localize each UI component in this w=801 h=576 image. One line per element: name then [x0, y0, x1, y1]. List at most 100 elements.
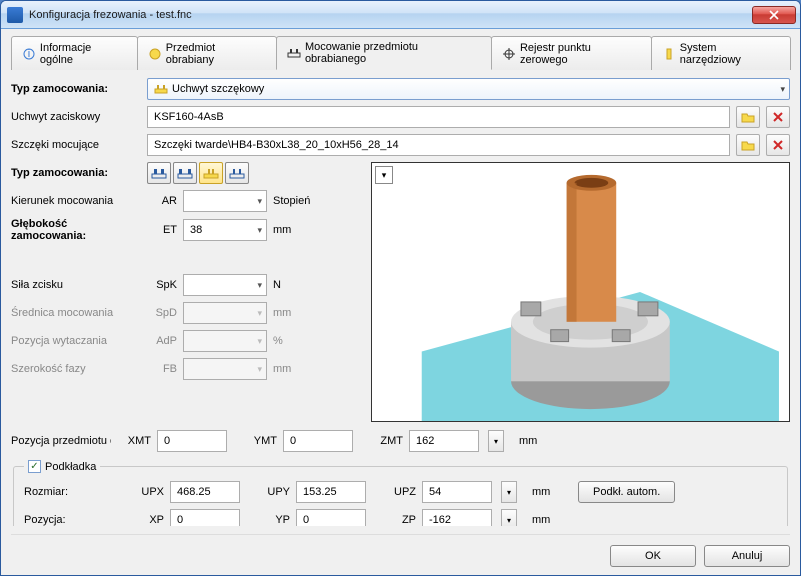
- tab-clamping[interactable]: Mocowanie przedmiotu obrabianego: [276, 36, 492, 70]
- upz-dropdown[interactable]: ▾: [501, 481, 517, 503]
- srednica-label: Średnica mocowania: [11, 307, 141, 319]
- auto-button[interactable]: Podkł. autom.: [578, 481, 675, 503]
- sila-unit: N: [273, 279, 313, 291]
- glebokosc-abbr: ET: [147, 224, 177, 236]
- zp-input[interactable]: -162: [422, 509, 492, 526]
- params-column: Typ zamocowania: Kierunek mocowania AR S…: [11, 162, 361, 422]
- tab-tools[interactable]: System narzędziowy: [651, 36, 791, 70]
- clamp-type-toggle-group: [147, 162, 249, 184]
- clamp-type-3[interactable]: [199, 162, 223, 184]
- zp-dropdown[interactable]: ▾: [501, 509, 517, 526]
- yp-label: YP: [256, 514, 290, 526]
- szczeki-delete-button[interactable]: [766, 134, 790, 156]
- delete-icon: [772, 111, 784, 123]
- xp-input[interactable]: 0: [170, 509, 240, 526]
- upy-label: UPY: [256, 486, 290, 498]
- ymt-input[interactable]: 0: [283, 430, 353, 452]
- cancel-button[interactable]: Anuluj: [704, 545, 790, 567]
- kierunek-unit: Stopień: [273, 195, 313, 207]
- upx-input[interactable]: 468.25: [170, 481, 240, 503]
- app-icon: [7, 7, 23, 23]
- typ-zamocowania-value: Uchwyt szczękowy: [172, 83, 264, 95]
- tool-icon: [662, 47, 676, 61]
- clamp-type-1[interactable]: [147, 162, 171, 184]
- tab-zero[interactable]: Rejestr punktu zerowego: [491, 36, 652, 70]
- window-title: Konfiguracja frezowania - test.fnc: [29, 9, 752, 21]
- clamping-icon: [287, 46, 301, 60]
- clamp-icon-3: [203, 166, 219, 180]
- sila-label: Siła zcisku: [11, 279, 141, 291]
- faza-abbr: FB: [147, 363, 177, 375]
- zmt-input[interactable]: 162: [409, 430, 479, 452]
- tab-label: Informacje ogólne: [40, 42, 127, 66]
- szczeki-input[interactable]: Szczęki twarde\HB4-B30xL38_20_10xH56_28_…: [147, 134, 730, 156]
- folder-open-icon: [741, 139, 755, 151]
- close-button[interactable]: [752, 6, 796, 24]
- kierunek-label: Kierunek mocowania: [11, 195, 141, 207]
- glebokosc-combo[interactable]: 38: [183, 219, 267, 241]
- tab-label: Mocowanie przedmiotu obrabianego: [305, 41, 481, 65]
- upz-label: UPZ: [382, 486, 416, 498]
- tab-workpiece[interactable]: Przedmiot obrabiany: [137, 36, 277, 70]
- pozwyt-abbr: AdP: [147, 335, 177, 347]
- zp-unit: mm: [532, 514, 572, 526]
- chuck-preview-svg: [372, 163, 789, 421]
- glebokosc-label: Głębokość zamocowania:: [11, 218, 141, 242]
- uchwyt-input[interactable]: KSF160-4AsB: [147, 106, 730, 128]
- close-icon: [769, 10, 779, 20]
- tab-strip: i Informacje ogólne Przedmiot obrabiany …: [11, 35, 790, 70]
- szczeki-open-button[interactable]: [736, 134, 760, 156]
- tab-label: Rejestr punktu zerowego: [520, 42, 641, 66]
- window: Konfiguracja frezowania - test.fnc i Inf…: [0, 0, 801, 576]
- preview-3d[interactable]: ▾: [371, 162, 790, 422]
- client-area: i Informacje ogólne Przedmiot obrabiany …: [1, 29, 800, 576]
- uchwyt-open-button[interactable]: [736, 106, 760, 128]
- podkladka-group: ✓ Podkładka Rozmiar: UPX 468.25 UPY 153.…: [13, 460, 788, 526]
- srednica-combo: [183, 302, 267, 324]
- clamp-type-4[interactable]: [225, 162, 249, 184]
- faza-unit: mm: [273, 363, 313, 375]
- typ-zamocowania-dropdown[interactable]: Uchwyt szczękowy: [147, 78, 790, 100]
- chuck-icon: [154, 83, 168, 95]
- pozwyt-combo: [183, 330, 267, 352]
- xp-label: XP: [130, 514, 164, 526]
- tab-label: System narzędziowy: [680, 42, 780, 66]
- upz-input[interactable]: 54: [422, 481, 492, 503]
- clamp-type-2[interactable]: [173, 162, 197, 184]
- crosshair-icon: [502, 47, 516, 61]
- rozmiar-label: Rozmiar:: [24, 486, 124, 498]
- podkladka-legend: Podkładka: [45, 461, 96, 473]
- info-icon: i: [22, 47, 36, 61]
- uchwyt-delete-button[interactable]: [766, 106, 790, 128]
- kierunek-abbr: AR: [147, 195, 177, 207]
- pozycja-label: Pozycja:: [24, 514, 124, 526]
- typ-zamocowania-label: Typ zamocowania:: [11, 83, 141, 95]
- zp-label: ZP: [382, 514, 416, 526]
- titlebar[interactable]: Konfiguracja frezowania - test.fnc: [1, 1, 800, 29]
- tab-info[interactable]: i Informacje ogólne: [11, 36, 138, 70]
- dialog-footer: OK Anuluj: [11, 534, 790, 567]
- sila-input[interactable]: [183, 274, 267, 296]
- zmt-unit: mm: [519, 435, 559, 447]
- folder-open-icon: [741, 111, 755, 123]
- clamp-icon-2: [177, 166, 193, 180]
- podkladka-checkbox[interactable]: ✓: [28, 460, 41, 473]
- ok-button[interactable]: OK: [610, 545, 696, 567]
- zmt-dropdown[interactable]: ▾: [488, 430, 504, 452]
- upy-input[interactable]: 153.25: [296, 481, 366, 503]
- tab-label: Przedmiot obrabiany: [166, 42, 266, 66]
- xmt-label: XMT: [117, 435, 151, 447]
- srednica-unit: mm: [273, 307, 313, 319]
- upz-unit: mm: [532, 486, 572, 498]
- faza-label: Szerokość fazy: [11, 363, 141, 375]
- yp-input[interactable]: 0: [296, 509, 366, 526]
- position-row: Pozycja przedmiotu obrabianego XMT 0 YMT…: [11, 430, 790, 452]
- xmt-input[interactable]: 0: [157, 430, 227, 452]
- preview-options-dropdown[interactable]: ▾: [375, 166, 393, 184]
- sila-abbr: SpK: [147, 279, 177, 291]
- upx-label: UPX: [130, 486, 164, 498]
- position-label: Pozycja przedmiotu obrabianego: [11, 435, 111, 447]
- clamp-icon-4: [229, 166, 245, 180]
- zmt-label: ZMT: [369, 435, 403, 447]
- kierunek-combo[interactable]: [183, 190, 267, 212]
